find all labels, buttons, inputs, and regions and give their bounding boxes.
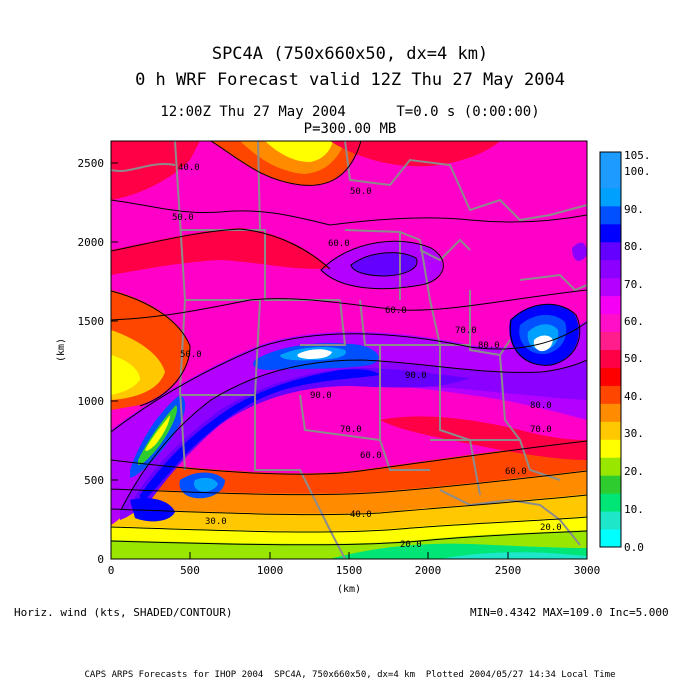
colorbar-swatch — [600, 421, 621, 440]
title-forecast: 0 h WRF Forecast valid 12Z Thu 27 May 20… — [135, 70, 565, 90]
colorbar-label: 40. — [624, 390, 644, 403]
colorbar-swatch — [600, 241, 621, 261]
contour-label: 60.0 — [385, 306, 407, 316]
colorbar-label: 70. — [624, 278, 644, 291]
contour-lines — [111, 141, 587, 546]
x-axis: 0 500 1000 1500 2000 2500 3000 (km) — [108, 564, 601, 595]
colorbar-label: 10. — [624, 503, 644, 516]
x-axis-label: (km) — [337, 584, 361, 595]
contour-label: 20.0 — [540, 523, 562, 533]
colorbar-swatch — [600, 367, 621, 386]
axis-ticks — [110, 162, 588, 560]
colorbar-swatch — [600, 295, 621, 315]
colorbar-label: 105. — [624, 149, 651, 162]
colorbar-swatch — [600, 187, 621, 207]
x-tick-label: 0 — [108, 564, 115, 577]
colorbar — [600, 152, 621, 548]
colorbar-swatch — [600, 205, 621, 225]
contour-label: 40.0 — [350, 510, 372, 520]
colorbar-swatch — [600, 493, 621, 512]
contour-label: 80.0 — [478, 341, 500, 351]
x-tick-label: 500 — [180, 564, 200, 577]
contour-label: 90.0 — [310, 391, 332, 401]
contour-label: 70.0 — [455, 326, 477, 336]
state-borders — [111, 141, 587, 559]
colorbar-label: 50. — [624, 352, 644, 365]
y-tick-label: 500 — [84, 474, 104, 487]
colorbar-swatch — [600, 475, 621, 494]
field-description: Horiz. wind (kts, SHADED/CONTOUR) — [14, 606, 233, 619]
y-tick-label: 0 — [97, 553, 104, 566]
y-axis: 0 500 1000 1500 2000 2500 (km) — [56, 157, 104, 566]
colorbar-label: 20. — [624, 465, 644, 478]
colorbar-label: 60. — [624, 315, 644, 328]
x-tick-label: 1500 — [336, 564, 363, 577]
y-tick-label: 1000 — [78, 395, 105, 408]
colorbar-label: 90. — [624, 203, 644, 216]
x-tick-label: 2000 — [415, 564, 442, 577]
colorbar-label: 80. — [624, 240, 644, 253]
contour-label: 20.0 — [400, 540, 422, 550]
colorbar-label: 30. — [624, 427, 644, 440]
contour-label: 40.0 — [178, 163, 200, 173]
contour-label: 60.0 — [360, 451, 382, 461]
contour-label: 60.0 — [328, 239, 350, 249]
contour-label: 50.0 — [350, 187, 372, 197]
y-axis-label: (km) — [56, 338, 67, 362]
contour-label: 90.0 — [405, 371, 427, 381]
x-tick-label: 2500 — [495, 564, 522, 577]
colorbar-swatch — [600, 385, 621, 404]
colorbar-swatch — [600, 511, 621, 530]
contour-label: 70.0 — [530, 425, 552, 435]
colorbar-swatch — [600, 223, 621, 243]
contour-label: 70.0 — [340, 425, 362, 435]
colorbar-swatch — [600, 349, 621, 368]
colorbar-swatch — [600, 259, 621, 279]
title-time: 12:00Z Thu 27 May 2004 T=0.0 s (0:00:00) — [160, 104, 540, 120]
colorbar-swatch — [600, 439, 621, 458]
colorbar-labels: 0.0 10. 20. 30. 40. 50. 60. 70. 80. 90. … — [624, 149, 651, 554]
colorbar-label: 100. — [624, 165, 651, 178]
colorbar-swatch — [600, 152, 621, 171]
title-domain: SPC4A (750x660x50, dx=4 km) — [211, 44, 489, 64]
colorbar-swatch — [600, 403, 621, 422]
contour-label: 60.0 — [505, 467, 527, 477]
contour-label: 80.0 — [530, 401, 552, 411]
colorbar-swatch — [600, 457, 621, 476]
colorbar-label: 0.0 — [624, 541, 644, 554]
title-pressure-level: P=300.00 MB — [303, 121, 397, 137]
y-tick-label: 1500 — [78, 315, 105, 328]
contour-label: 50.0 — [180, 350, 202, 360]
colorbar-frame — [599, 151, 622, 548]
plot-credit: CAPS ARPS Forecasts for IHOP 2004 SPC4A,… — [84, 670, 616, 680]
contour-labels: 40.0 50.0 50.0 60.0 60.0 70.0 80.0 90.0 … — [172, 163, 562, 550]
colorbar-swatch — [600, 331, 621, 350]
colorbar-swatch — [600, 277, 621, 297]
field-statistics: MIN=0.4342 MAX=109.0 Inc=5.000 — [470, 606, 669, 619]
contour-label: 30.0 — [205, 517, 227, 527]
colorbar-swatch — [600, 169, 621, 189]
contour-label: 50.0 — [172, 213, 194, 223]
x-tick-label: 3000 — [574, 564, 601, 577]
colorbar-swatch — [600, 313, 621, 333]
y-tick-label: 2500 — [78, 157, 105, 170]
colorbar-swatch — [600, 529, 621, 548]
y-tick-label: 2000 — [78, 236, 105, 249]
x-tick-label: 1000 — [257, 564, 284, 577]
